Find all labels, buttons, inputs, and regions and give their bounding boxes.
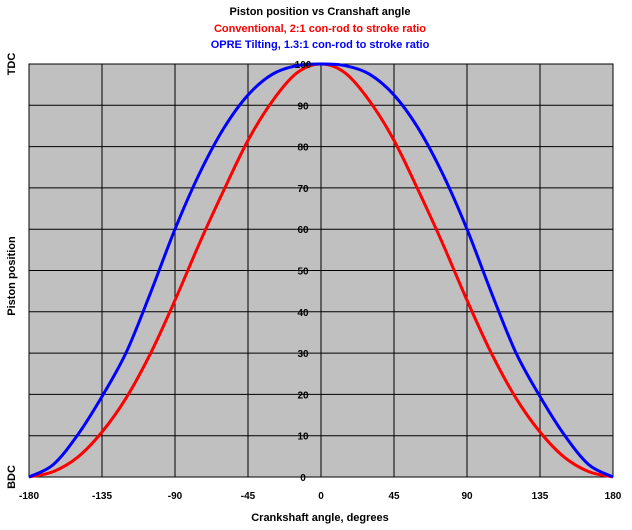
y-tick-labels: 0 10 20 30 40 50 60 70 80 90 100 [295, 60, 312, 484]
x-tick-label: -135 [92, 491, 112, 502]
x-tick-labels: -180 -135 -90 -45 0 45 90 135 180 [19, 491, 622, 502]
y-tick-label: 90 [297, 101, 309, 112]
y-axis-label: Piston position [6, 236, 18, 316]
y-tick-label: 0 [300, 473, 306, 484]
chart-subtitle-opre: OPRE Tilting, 1.3:1 con-rod to stroke ra… [211, 39, 430, 51]
x-tick-label: 0 [318, 491, 324, 502]
x-tick-label: -180 [19, 491, 39, 502]
x-tick-label: -90 [168, 491, 183, 502]
y-tick-label: 100 [295, 60, 312, 71]
y-tick-label: 70 [297, 184, 309, 195]
x-tick-label: -45 [241, 491, 256, 502]
y-tick-label: 10 [297, 432, 309, 443]
y-tick-label: 40 [297, 308, 309, 319]
y-tick-label: 20 [297, 390, 309, 401]
x-tick-label: 135 [532, 491, 549, 502]
series-line-1 [28, 62, 614, 479]
series-lines [28, 62, 614, 479]
x-tick-label: 90 [461, 491, 473, 502]
x-tick-label: 180 [605, 491, 622, 502]
y-tick-label: 30 [297, 349, 309, 360]
y-tick-label: 50 [297, 267, 309, 278]
chart-subtitle-conventional: Conventional, 2:1 con-rod to stroke rati… [214, 23, 426, 35]
y-end-label-tdc: TDC [6, 53, 18, 76]
grid [28, 63, 614, 478]
x-axis-label: Crankshaft angle, degrees [251, 512, 389, 524]
x-tick-label: 45 [388, 491, 400, 502]
y-tick-label: 60 [297, 225, 309, 236]
chart-title: Piston position vs Cranshaft angle [230, 6, 411, 18]
y-end-label-bdc: BDC [6, 465, 18, 489]
y-tick-label: 80 [297, 143, 309, 154]
